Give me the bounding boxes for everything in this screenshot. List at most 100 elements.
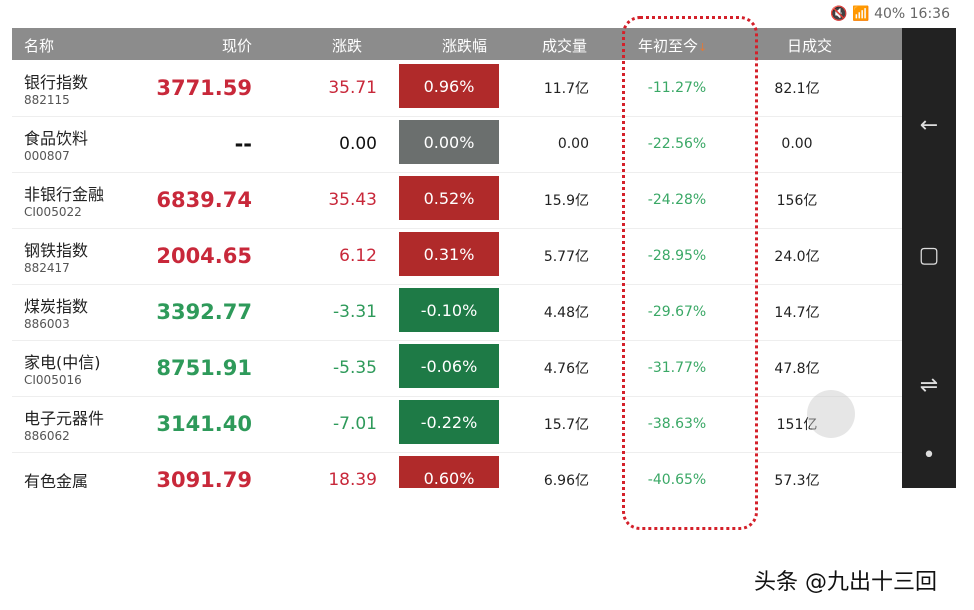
stock-name-cell: 食品饮料 000807: [24, 116, 88, 172]
stock-code: 882115: [24, 93, 70, 107]
pct-badge: -0.22%: [399, 400, 499, 444]
table-row[interactable]: 食品饮料 000807 -- 0.00 0.00% 0.00 -22.56% 0.…: [12, 116, 902, 173]
nav-dot-icon[interactable]: •: [922, 443, 936, 468]
stock-code: CI005016: [24, 373, 82, 387]
header-volume[interactable]: 成交量: [542, 37, 588, 55]
android-nav-bar: ← ▢ ⇌ •: [902, 28, 956, 488]
stock-name-cell: 非银行金融 CI005022: [24, 172, 104, 228]
volume: 5.77亿: [543, 249, 589, 265]
volume: 4.76亿: [543, 361, 589, 377]
battery: 40%: [874, 6, 906, 22]
volume: 6.96亿: [543, 473, 589, 488]
stock-code: 000807: [24, 149, 70, 163]
day-volume: 82.1亿: [774, 81, 820, 97]
ytd: -29.67%: [647, 304, 707, 320]
stock-name: 食品饮料: [24, 129, 89, 148]
signal-icon: 📶: [852, 6, 870, 22]
ytd: -40.65%: [647, 472, 707, 488]
ytd: -28.95%: [647, 248, 707, 264]
stock-name: 钢铁指数: [24, 241, 89, 260]
change: 6.12: [339, 246, 377, 266]
switch-icon[interactable]: ⇌: [919, 373, 939, 398]
change: -7.01: [333, 414, 377, 434]
stock-code: 886003: [24, 317, 70, 331]
table-row[interactable]: 电子元器件 886062 3141.40 -7.01 -0.22% 15.7亿 -…: [12, 396, 902, 453]
volume: 4.48亿: [543, 305, 589, 321]
price: 3392.77: [156, 300, 252, 324]
table-header: 名称 现价 涨跌 涨跌幅 成交量 年初至今↓ 日成交: [12, 28, 902, 60]
ytd: -31.77%: [647, 360, 707, 376]
pct-badge: 0.31%: [399, 232, 499, 276]
stock-code: CI005022: [24, 205, 82, 219]
day-volume: 24.0亿: [774, 249, 820, 265]
stock-name: 非银行金融: [24, 185, 105, 204]
table-row[interactable]: 家电(中信) CI005016 8751.91 -5.35 -0.06% 4.76…: [12, 340, 902, 397]
stock-name-cell: 电子元器件 886062: [24, 396, 104, 452]
day-volume: 14.7亿: [774, 305, 820, 321]
change: -5.35: [333, 358, 377, 378]
day-volume: 151亿: [776, 417, 818, 433]
day-volume: 0.00: [781, 136, 813, 152]
table-row[interactable]: 钢铁指数 882417 2004.65 6.12 0.31% 5.77亿 -28.…: [12, 228, 902, 285]
stock-name: 家电(中信): [24, 353, 101, 372]
stock-name-cell: 家电(中信) CI005016: [24, 340, 101, 396]
price: 8751.91: [156, 356, 252, 380]
ytd: -11.27%: [647, 80, 707, 96]
volume: 0.00: [557, 136, 589, 152]
status-bar: 🔇 📶 40% 16:36: [740, 6, 950, 22]
change: 18.39: [328, 470, 377, 488]
clock: 16:36: [909, 6, 950, 22]
pct-badge: 0.00%: [399, 120, 499, 164]
change: 0.00: [339, 134, 377, 154]
table-row[interactable]: 煤炭指数 886003 3392.77 -3.31 -0.10% 4.48亿 -2…: [12, 284, 902, 341]
stock-name: 煤炭指数: [24, 297, 89, 316]
stock-name: 银行指数: [24, 73, 89, 92]
watermark: 头条 @九出十三回: [754, 570, 937, 595]
stock-name-cell: 钢铁指数 882417: [24, 228, 88, 284]
header-day-volume[interactable]: 日成交: [787, 37, 833, 55]
rotate-screen-icon[interactable]: [807, 390, 855, 438]
stock-name-cell: 有色金属: [24, 452, 88, 488]
day-volume: 156亿: [776, 193, 818, 209]
change: -3.31: [333, 302, 377, 322]
ytd: -38.63%: [647, 416, 707, 432]
stock-name-cell: 银行指数 882115: [24, 60, 88, 116]
pct-badge: -0.10%: [399, 288, 499, 332]
stock-list-screen: 名称 现价 涨跌 涨跌幅 成交量 年初至今↓ 日成交 银行指数 882115 37…: [12, 28, 956, 488]
ytd: -24.28%: [647, 192, 707, 208]
header-change[interactable]: 涨跌: [332, 37, 363, 55]
stock-code: 886062: [24, 429, 70, 443]
pct-badge: 0.52%: [399, 176, 499, 220]
back-icon[interactable]: ←: [919, 113, 939, 138]
mute-icon: 🔇: [830, 6, 848, 22]
recent-apps-icon[interactable]: ▢: [918, 243, 940, 268]
volume: 15.7亿: [543, 417, 589, 433]
stock-name: 电子元器件: [24, 409, 105, 428]
price: --: [234, 132, 252, 156]
table-row[interactable]: 有色金属 3091.79 18.39 0.60% 6.96亿 -40.65% 5…: [12, 452, 902, 488]
pct-badge: -0.06%: [399, 344, 499, 388]
header-ytd[interactable]: 年初至今↓: [638, 37, 708, 55]
price: 3141.40: [156, 412, 252, 436]
price: 3091.79: [156, 468, 252, 488]
table-row[interactable]: 银行指数 882115 3771.59 35.71 0.96% 11.7亿 -11…: [12, 60, 902, 117]
stock-name: 有色金属: [24, 472, 89, 488]
table-row[interactable]: 非银行金融 CI005022 6839.74 35.43 0.52% 15.9亿 …: [12, 172, 902, 229]
ytd: -22.56%: [647, 136, 707, 152]
price: 3771.59: [156, 76, 252, 100]
stock-code: 882417: [24, 261, 70, 275]
day-volume: 47.8亿: [774, 361, 820, 377]
stock-name-cell: 煤炭指数 886003: [24, 284, 88, 340]
day-volume: 57.3亿: [774, 473, 820, 488]
header-pct[interactable]: 涨跌幅: [442, 37, 488, 55]
pct-badge: 0.96%: [399, 64, 499, 108]
price: 2004.65: [156, 244, 252, 268]
header-name[interactable]: 名称: [24, 37, 55, 55]
sort-desc-icon: ↓: [698, 41, 708, 54]
volume: 15.9亿: [543, 193, 589, 209]
volume: 11.7亿: [543, 81, 589, 97]
change: 35.43: [328, 190, 377, 210]
change: 35.71: [328, 78, 377, 98]
price: 6839.74: [156, 188, 252, 212]
header-price[interactable]: 现价: [222, 37, 253, 55]
